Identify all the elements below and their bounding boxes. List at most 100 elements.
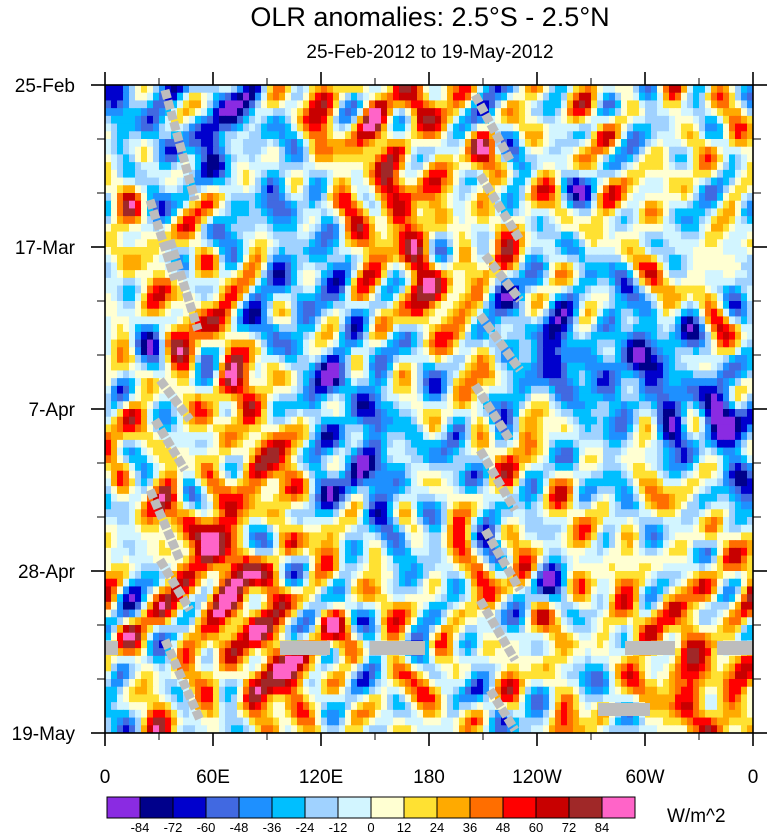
heatmap-cell [117, 355, 124, 364]
heatmap-cell [201, 193, 208, 202]
heatmap-cell [405, 239, 412, 248]
heatmap-cell [537, 247, 544, 256]
heatmap-cell [183, 146, 190, 156]
heatmap-cell [567, 247, 574, 256]
heatmap-cell [411, 293, 418, 302]
heatmap-cell [591, 301, 598, 310]
heatmap-cell [303, 262, 310, 271]
heatmap-cell [651, 200, 658, 210]
heatmap-cell [147, 177, 154, 186]
heatmap-cell [255, 277, 262, 287]
heatmap-cell [729, 162, 736, 171]
heatmap-cell [411, 139, 418, 148]
heatmap-cell [513, 409, 520, 418]
heatmap-cell [591, 146, 598, 156]
heatmap-cell [717, 355, 724, 364]
heatmap-cell [645, 362, 652, 372]
heatmap-cell [411, 108, 418, 117]
heatmap-cell [543, 231, 550, 240]
heatmap-cell [687, 254, 694, 264]
heatmap-cell [129, 277, 136, 287]
heatmap-cell [225, 139, 232, 148]
heatmap-cell [573, 108, 580, 117]
heatmap-cell [657, 146, 664, 156]
heatmap-cell [165, 223, 172, 233]
heatmap-cell [627, 100, 634, 109]
heatmap-cell [303, 231, 310, 240]
heatmap-cell [261, 177, 268, 186]
heatmap-cell [423, 223, 430, 233]
heatmap-cell [651, 270, 658, 279]
heatmap-cell [615, 146, 622, 156]
heatmap-cell [447, 154, 454, 163]
heatmap-cell [627, 92, 634, 102]
heatmap-cell [123, 231, 130, 240]
heatmap-cell [441, 409, 448, 418]
heatmap-cell [231, 331, 238, 341]
heatmap-cell [621, 416, 628, 426]
heatmap-cell [141, 316, 148, 325]
heatmap-cell [345, 393, 352, 402]
heatmap-cell [585, 185, 592, 194]
heatmap-cell [675, 223, 682, 233]
heatmap-cell [447, 131, 454, 140]
heatmap-cell [423, 100, 430, 109]
heatmap-cell [279, 193, 286, 202]
heatmap-cell [567, 146, 574, 156]
heatmap-cell [105, 200, 112, 210]
heatmap-cell [705, 293, 712, 302]
heatmap-cell [417, 393, 424, 402]
heatmap-cell [429, 185, 436, 194]
heatmap-cell [717, 262, 724, 271]
heatmap-cell [231, 362, 238, 372]
heatmap-cell [255, 200, 262, 210]
heatmap-cell [267, 108, 274, 117]
heatmap-cell [549, 193, 556, 202]
heatmap-cell [675, 270, 682, 279]
heatmap-cell [447, 262, 454, 271]
heatmap-cell [381, 393, 388, 402]
heatmap-cell [231, 277, 238, 287]
heatmap-cell [219, 185, 226, 194]
heatmap-cell [219, 285, 226, 294]
heatmap-cell [153, 169, 160, 179]
heatmap-cell [195, 409, 202, 418]
heatmap-cell [627, 285, 634, 294]
heatmap-cell [477, 208, 484, 217]
heatmap-cell [579, 355, 586, 364]
heatmap-cell [129, 115, 136, 125]
heatmap-cell [177, 301, 184, 310]
heatmap-cell [453, 339, 460, 348]
heatmap-cell [693, 308, 700, 318]
heatmap-cell [105, 439, 112, 449]
heatmap-cell [639, 308, 646, 318]
heatmap-cell [441, 247, 448, 256]
heatmap-cell [351, 293, 358, 302]
heatmap-cell [441, 293, 448, 302]
heatmap-cell [507, 139, 514, 148]
heatmap-cell [231, 200, 238, 210]
heatmap-cell [603, 416, 610, 426]
heatmap-cell [507, 331, 514, 341]
heatmap-cell [207, 424, 214, 433]
heatmap-cell [291, 108, 298, 117]
heatmap-cell [483, 216, 490, 225]
heatmap-cell [477, 301, 484, 310]
heatmap-cell [645, 424, 652, 433]
heatmap-cell [741, 200, 748, 210]
heatmap-cell [189, 108, 196, 117]
heatmap-cell [729, 409, 736, 418]
heatmap-cell [537, 123, 544, 132]
heatmap-cell [201, 146, 208, 156]
heatmap-cell [645, 393, 652, 402]
heatmap-cell [537, 293, 544, 302]
heatmap-cell [609, 216, 616, 225]
heatmap-cell [141, 285, 148, 294]
heatmap-cell [747, 239, 753, 248]
heatmap-cell [135, 139, 142, 148]
heatmap-cell [405, 293, 412, 302]
heatmap-cell [387, 277, 394, 287]
heatmap-cell [405, 331, 412, 341]
heatmap-cell [465, 424, 472, 433]
heatmap-cell [483, 131, 490, 140]
